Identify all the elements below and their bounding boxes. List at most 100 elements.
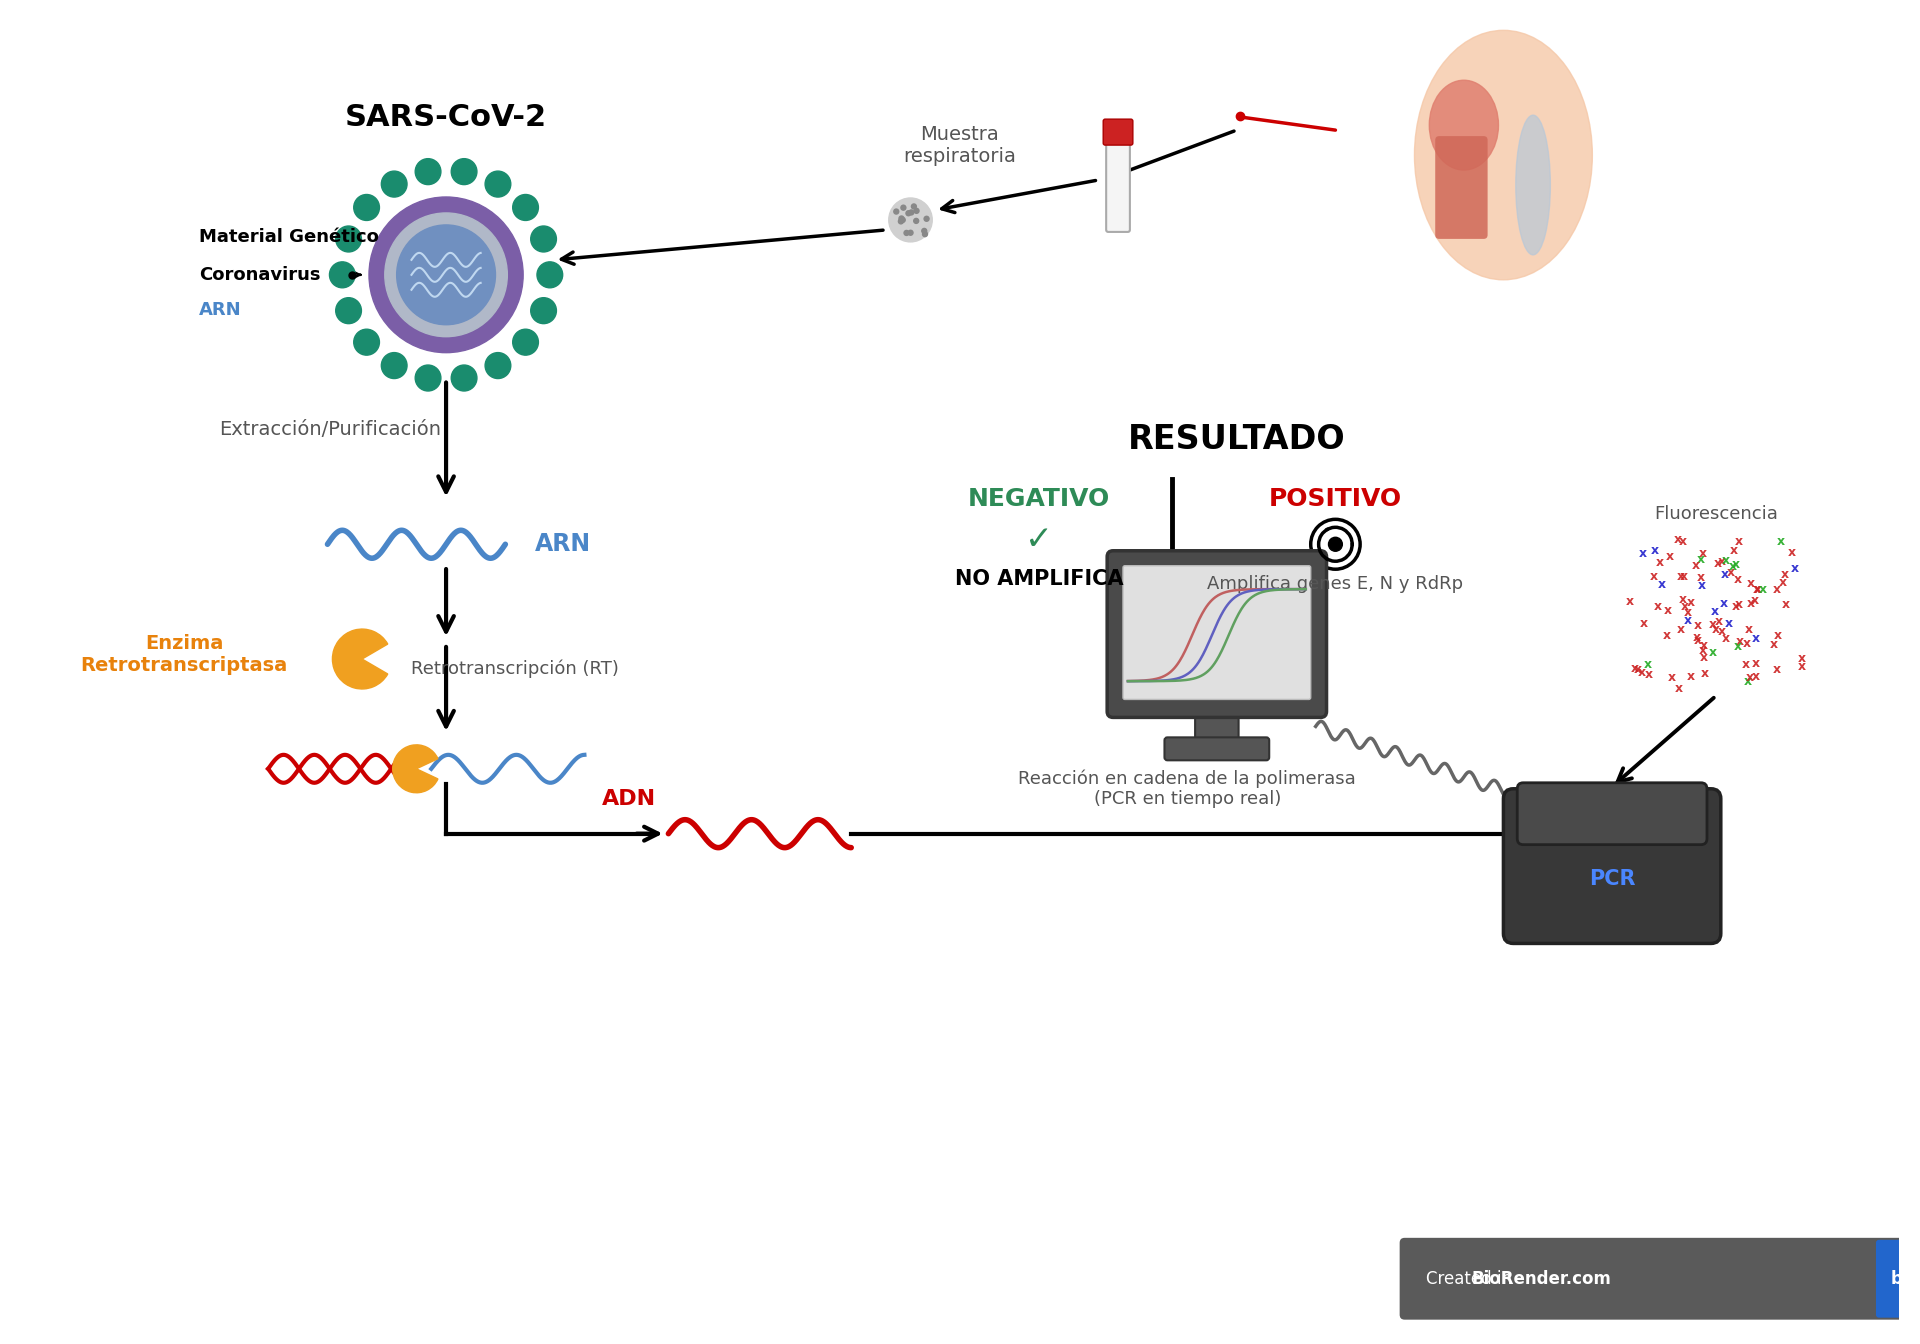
- Text: x: x: [1651, 543, 1659, 556]
- Text: x: x: [1743, 675, 1753, 688]
- Text: x: x: [1715, 556, 1722, 570]
- Text: x: x: [1745, 671, 1755, 684]
- Circle shape: [906, 211, 910, 216]
- Circle shape: [530, 297, 557, 324]
- Text: bio: bio: [1891, 1270, 1920, 1288]
- FancyBboxPatch shape: [1517, 782, 1707, 844]
- FancyBboxPatch shape: [1104, 120, 1133, 145]
- Text: x: x: [1663, 605, 1672, 617]
- Text: x: x: [1674, 681, 1684, 695]
- Text: x: x: [1741, 657, 1749, 671]
- Circle shape: [330, 262, 355, 288]
- Text: x: x: [1747, 597, 1755, 610]
- Text: x: x: [1701, 667, 1709, 680]
- Text: Material Genético: Material Genético: [200, 228, 378, 246]
- Text: x: x: [1634, 663, 1642, 676]
- Text: x: x: [1699, 652, 1709, 664]
- Text: x: x: [1638, 665, 1645, 679]
- Text: x: x: [1728, 566, 1736, 578]
- Text: x: x: [1722, 632, 1730, 645]
- Circle shape: [914, 219, 918, 223]
- Circle shape: [369, 198, 522, 352]
- Text: x: x: [1693, 632, 1701, 644]
- Text: POSITIVO: POSITIVO: [1269, 488, 1402, 511]
- Text: x: x: [1680, 570, 1688, 583]
- Text: ARN: ARN: [536, 532, 591, 556]
- Text: x: x: [1745, 622, 1753, 636]
- Text: x: x: [1722, 554, 1730, 567]
- Circle shape: [530, 226, 557, 251]
- Text: x: x: [1751, 632, 1759, 645]
- Circle shape: [922, 231, 927, 237]
- Text: x: x: [1693, 634, 1701, 648]
- Text: x: x: [1782, 598, 1789, 612]
- Text: x: x: [1734, 640, 1741, 653]
- Text: x: x: [1692, 559, 1701, 573]
- Text: x: x: [1686, 671, 1695, 683]
- Text: x: x: [1734, 573, 1741, 586]
- Text: x: x: [1709, 646, 1716, 660]
- Text: Retrotranscripción (RT): Retrotranscripción (RT): [411, 660, 620, 679]
- Wedge shape: [332, 629, 388, 689]
- Text: x: x: [1791, 562, 1799, 575]
- Text: x: x: [1743, 637, 1751, 649]
- Ellipse shape: [1415, 31, 1592, 280]
- Circle shape: [912, 204, 916, 208]
- Circle shape: [899, 219, 902, 224]
- Text: x: x: [1667, 550, 1674, 563]
- Text: x: x: [1799, 652, 1807, 665]
- Text: x: x: [1644, 659, 1651, 672]
- FancyBboxPatch shape: [1164, 738, 1269, 761]
- Text: x: x: [1676, 622, 1686, 636]
- Text: Fluorescencia: Fluorescencia: [1653, 505, 1778, 523]
- Text: x: x: [1720, 597, 1728, 610]
- Text: x: x: [1697, 571, 1705, 585]
- Text: x: x: [1751, 594, 1759, 606]
- Text: x: x: [1655, 599, 1663, 613]
- Text: Extracción/Purificación: Extracción/Purificación: [219, 421, 442, 439]
- Text: Amplifica genes E, N y RdRp: Amplifica genes E, N y RdRp: [1208, 575, 1463, 593]
- Text: x: x: [1680, 593, 1688, 606]
- Circle shape: [922, 228, 927, 234]
- Circle shape: [908, 210, 914, 215]
- FancyBboxPatch shape: [1400, 1238, 1920, 1320]
- Text: x: x: [1720, 569, 1730, 582]
- Text: x: x: [1667, 671, 1676, 684]
- Text: x: x: [1644, 668, 1653, 681]
- Text: x: x: [1715, 616, 1724, 628]
- Text: x: x: [1751, 669, 1759, 683]
- FancyBboxPatch shape: [1194, 707, 1238, 746]
- Circle shape: [451, 366, 476, 391]
- Circle shape: [384, 212, 507, 337]
- Circle shape: [353, 329, 380, 355]
- Text: x: x: [1699, 638, 1707, 652]
- Circle shape: [513, 329, 538, 355]
- Text: x: x: [1788, 546, 1795, 559]
- Text: x: x: [1724, 617, 1734, 629]
- Text: Coronavirus: Coronavirus: [200, 266, 321, 284]
- Text: ADN: ADN: [601, 789, 657, 809]
- Text: x: x: [1759, 583, 1766, 595]
- Text: x: x: [1772, 583, 1782, 595]
- FancyBboxPatch shape: [1123, 566, 1311, 699]
- Text: x: x: [1697, 552, 1705, 566]
- Circle shape: [538, 262, 563, 288]
- Text: x: x: [1778, 535, 1786, 548]
- Text: x: x: [1716, 555, 1726, 567]
- Text: x: x: [1732, 558, 1740, 571]
- Circle shape: [924, 216, 929, 222]
- Text: x: x: [1649, 570, 1659, 583]
- Text: x: x: [1734, 598, 1743, 610]
- Text: BioRender.com: BioRender.com: [1473, 1270, 1611, 1288]
- Text: x: x: [1774, 629, 1782, 642]
- Text: x: x: [1684, 614, 1692, 628]
- Text: x: x: [1718, 625, 1726, 638]
- Ellipse shape: [1515, 116, 1549, 255]
- Text: x: x: [1699, 644, 1707, 657]
- Circle shape: [486, 171, 511, 198]
- Text: x: x: [1778, 577, 1788, 590]
- Text: x: x: [1736, 535, 1743, 547]
- Text: x: x: [1713, 624, 1720, 637]
- Circle shape: [889, 198, 933, 242]
- FancyBboxPatch shape: [1876, 1239, 1920, 1317]
